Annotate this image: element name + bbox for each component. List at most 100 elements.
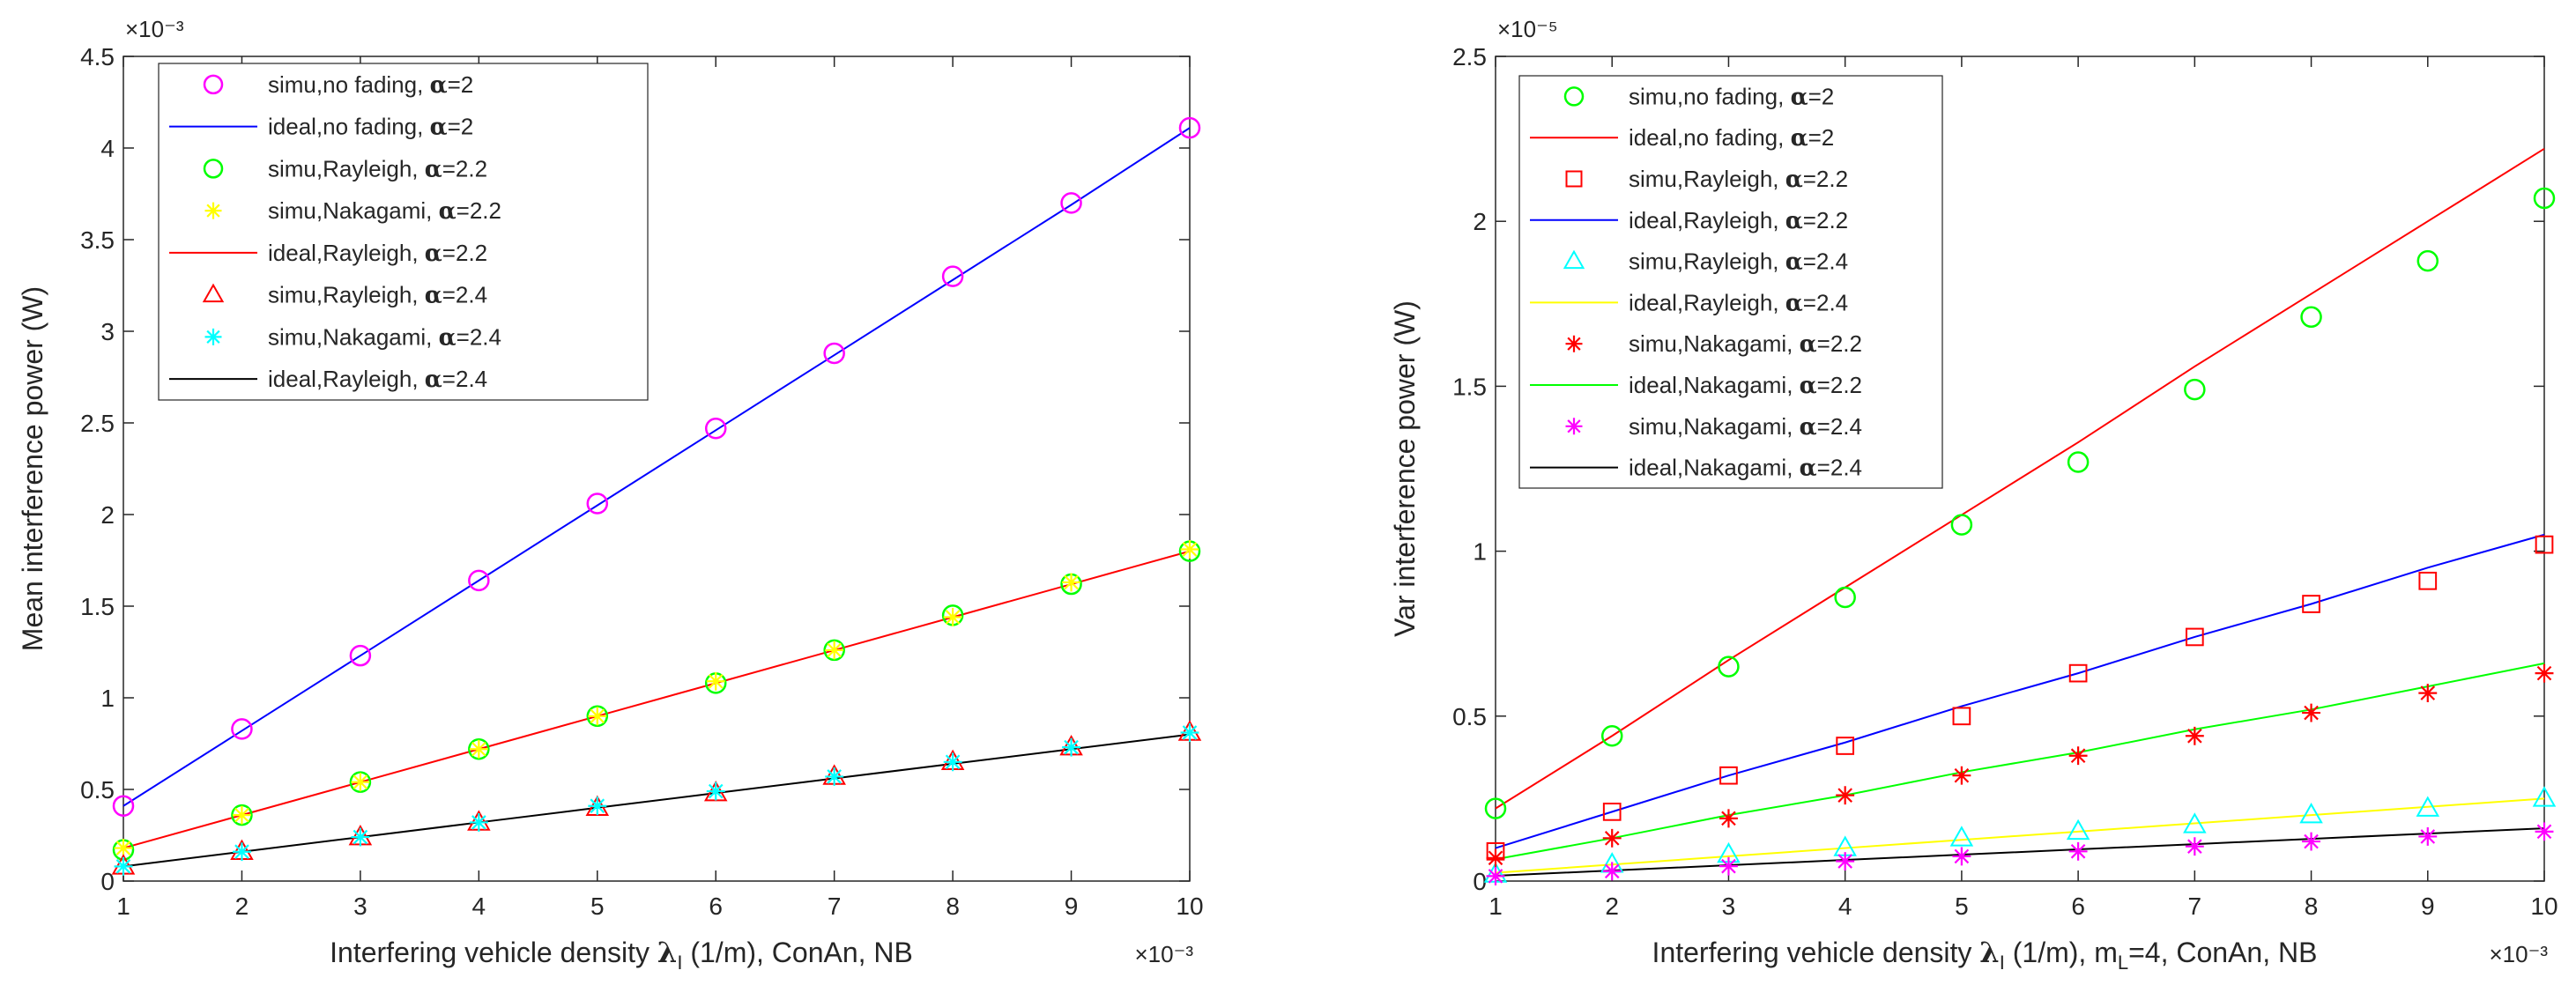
data-point [114, 856, 133, 876]
legend-entry-value: =2.4 [457, 323, 501, 350]
x-tick-label: 10 [2530, 893, 2557, 920]
y-tick-label: 1.5 [1452, 373, 1487, 400]
series-layer [111, 116, 1202, 876]
legend-entry-alpha: α [1791, 125, 1808, 152]
data-point [1952, 766, 1971, 785]
legend-entry-prefix: ideal,no fading, [268, 114, 430, 140]
data-point [1952, 847, 1971, 866]
legend-marker-sample [203, 74, 224, 95]
legend-entry-value: =2 [1808, 124, 1835, 151]
legend-entry-value: =2.4 [442, 282, 487, 308]
chart-panel-2: 1 2 3 4 5 6 7 8 9 10 0 0.5 1 1.5 2 2.5 ×10⁻⁵ ×10⁻³ Interfe… [1389, 16, 2558, 974]
legend-marker-sample [1563, 86, 1585, 107]
x-tick-label: 5 [590, 893, 605, 920]
data-point [469, 812, 488, 832]
series-layer [1483, 147, 2557, 885]
legend-entry-alpha: α [1785, 167, 1803, 193]
data-point [1836, 737, 1855, 755]
legend-entry-prefix: ideal,Rayleigh, [1629, 207, 1785, 233]
legend-entry-prefix: simu,no fading, [1629, 83, 1791, 109]
x-axis-label-part: =4, ConAn, NB [2128, 937, 2317, 968]
legend-entry-value: =2.4 [1803, 248, 1848, 275]
series-line [122, 550, 1191, 849]
x-exponent: ×10⁻³ [2490, 941, 2549, 967]
data-point [1486, 848, 1505, 868]
legend-entry-value: =2.2 [1817, 330, 1862, 357]
data-point [1062, 573, 1081, 592]
data-point [2418, 827, 2438, 846]
legend-entry: ideal,Rayleigh, α=2.4 [268, 366, 487, 393]
x-axis-label-part: L [2118, 952, 2128, 974]
series-line [1495, 827, 2545, 878]
legend-entry: ideal,Nakagami, α=2.2 [1629, 372, 1862, 399]
legend-entry-value: =2.4 [1817, 413, 1862, 440]
x-exponent: ×10⁻³ [1135, 941, 1194, 967]
legend-entry-prefix: ideal,Rayleigh, [1629, 289, 1785, 315]
data-point [2535, 535, 2554, 554]
x-axis-label-part: λ [1979, 936, 1999, 969]
x-tick-label: 4 [1838, 893, 1852, 920]
y-tick-label: 2.5 [80, 410, 115, 437]
data-point [941, 265, 964, 287]
legend-entry-prefix: ideal,Nakagami, [1629, 372, 1800, 398]
y-tick-label: 0.5 [1452, 703, 1487, 730]
legend-entry-prefix: simu,Rayleigh, [1629, 166, 1785, 192]
legend-entry: simu,Rayleigh, α=2.2 [268, 155, 487, 182]
data-point [1602, 803, 1622, 821]
data-point [468, 569, 490, 592]
series-line [122, 733, 1191, 868]
data-point [1836, 786, 1855, 805]
legend-entry: ideal,Rayleigh, α=2.4 [1629, 289, 1848, 316]
legend-entry-alpha: α [1800, 331, 1817, 358]
x-tick-label: 8 [2305, 893, 2319, 920]
y-tick-label: 4.5 [80, 43, 115, 70]
data-point [588, 796, 607, 816]
data-point [1949, 826, 1974, 847]
data-point [1180, 540, 1199, 559]
x-axis-label-part: (1/m), m [2005, 937, 2118, 968]
legend-entry-value: =2.4 [442, 366, 487, 392]
data-point [1484, 797, 1507, 819]
legend-entry: simu,Rayleigh, α=2.4 [268, 282, 487, 309]
data-point [469, 739, 488, 759]
x-tick-label: 7 [828, 893, 842, 920]
legend-marker-sample [204, 202, 222, 219]
data-point [2416, 796, 2440, 817]
legend-entry: simu,Nakagami, α=2.2 [1629, 330, 1862, 358]
y-tick-label: 3 [100, 318, 115, 345]
legend-entry-value: =2.4 [1817, 455, 1862, 481]
legend-entry-value: =2.2 [442, 155, 487, 181]
x-axis-label: Interfering vehicle density λI (1/m), Co… [330, 936, 913, 974]
data-point [586, 493, 609, 515]
data-point [1836, 852, 1855, 870]
data-point [231, 804, 253, 826]
series-line [122, 127, 1191, 807]
x-tick-label: 6 [2071, 893, 2085, 920]
legend-entry: simu,Nakagami, α=2.4 [1629, 413, 1862, 441]
legend-entry-value: =2.2 [1817, 372, 1862, 398]
legend-entry-prefix: ideal,Rayleigh, [268, 240, 425, 266]
data-point [2068, 841, 2088, 861]
data-point [351, 827, 370, 847]
legend-marker-sample [202, 283, 225, 303]
data-point [2185, 627, 2204, 647]
data-point [232, 842, 251, 862]
legend-entry-alpha: α [425, 283, 442, 309]
legend-entry-alpha: α [439, 198, 457, 225]
legend-entry-value: =2.4 [1803, 289, 1848, 315]
y-tick-label: 0 [100, 868, 115, 895]
data-point [823, 342, 845, 365]
legend-entry-prefix: simu,Nakagami, [268, 323, 439, 350]
data-point [1834, 586, 1856, 609]
data-point [349, 644, 372, 667]
legend-entry-alpha: α [1785, 290, 1803, 316]
series-line [1495, 797, 2545, 874]
chart-panel-1: 1 2 3 4 5 6 7 8 9 10 0 0.5 1 1.5 2 2.5 3 3.5 4 4.5 ×10⁻³ ×10⁻… [17, 16, 1204, 974]
x-tick-label: 10 [1176, 893, 1203, 920]
x-tick-label: 8 [946, 893, 960, 920]
data-point [825, 767, 844, 786]
legend-marker-sample [1563, 249, 1585, 270]
y-axis-label: Var interference power (W) [1389, 300, 1421, 637]
data-point [2532, 786, 2557, 807]
